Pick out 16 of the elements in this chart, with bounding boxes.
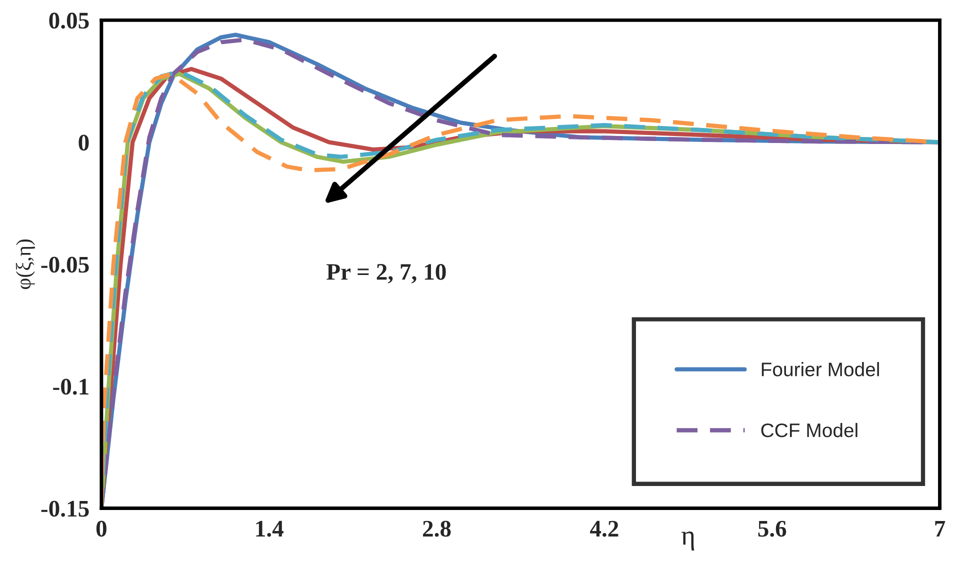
y-tick-label: -0.05 xyxy=(41,256,89,273)
x-axis-title: η xyxy=(681,532,694,551)
x-tick-label: 0 xyxy=(96,520,106,537)
legend-label: Fourier Model xyxy=(762,362,879,376)
annotation: Pr = 2, 7, 10 xyxy=(326,264,446,284)
legend-label: CCF Model xyxy=(761,422,858,438)
y-tick-label: -0.1 xyxy=(53,378,88,395)
x-tick-label: 1.4 xyxy=(256,520,284,537)
y-tick-label: 0.05 xyxy=(49,12,89,29)
x-tick-label: 4.2 xyxy=(590,520,618,537)
y-axis-title: φ(ξ,η) xyxy=(16,240,35,290)
x-tick-label: 5.6 xyxy=(758,520,786,537)
y-tick-label: -0.15 xyxy=(41,500,89,517)
x-tick-label: 7 xyxy=(935,520,946,536)
y-tick-label: 0 xyxy=(78,134,89,151)
x-tick-label: 2.8 xyxy=(423,520,451,537)
